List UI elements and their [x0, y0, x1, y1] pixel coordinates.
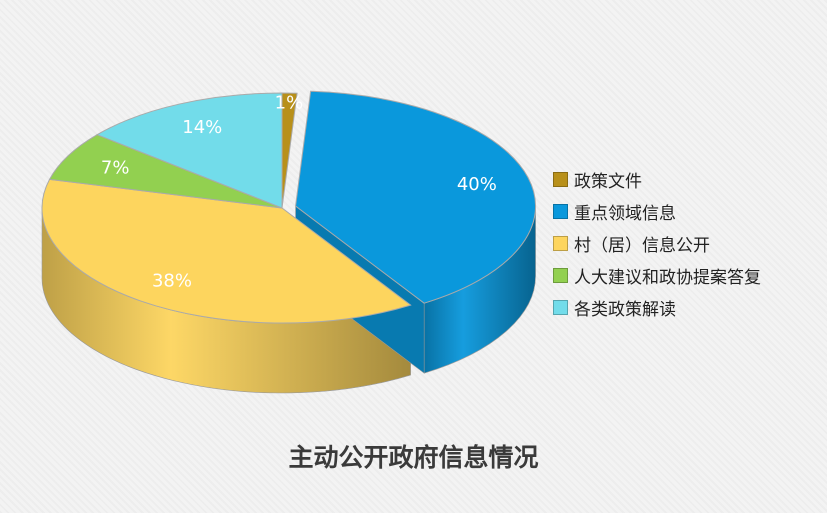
legend: 政策文件 重点领域信息 村（居）信息公开 人大建议和政协提案答复 各类政策解读 — [553, 163, 761, 323]
data-label-4: 7% — [101, 157, 130, 178]
data-label-2: 40% — [457, 174, 497, 195]
legend-swatch-1 — [553, 171, 568, 187]
legend-swatch-5 — [553, 299, 568, 315]
data-label-5: 14% — [182, 117, 222, 138]
legend-label-1: 政策文件 — [574, 171, 642, 192]
pie-slice-2 — [295, 90, 537, 304]
legend-item-4: 人大建议和政协提案答复 — [553, 259, 761, 291]
legend-item-3: 村（居）信息公开 — [553, 227, 761, 259]
legend-label-4: 人大建议和政协提案答复 — [574, 267, 761, 288]
data-label-3: 38% — [152, 271, 192, 292]
legend-swatch-3 — [553, 235, 568, 251]
legend-item-2: 重点领域信息 — [553, 195, 761, 227]
legend-swatch-2 — [553, 203, 568, 219]
pie-slice-5 — [95, 92, 283, 209]
legend-label-3: 村（居）信息公开 — [574, 235, 710, 256]
data-label-1: 1% — [275, 92, 304, 113]
legend-label-2: 重点领域信息 — [574, 203, 676, 224]
legend-item-5: 各类政策解读 — [553, 291, 761, 323]
legend-label-5: 各类政策解读 — [574, 299, 676, 320]
legend-swatch-4 — [553, 267, 568, 283]
chart-title: 主动公开政府信息情况 — [288, 443, 539, 472]
legend-item-1: 政策文件 — [553, 163, 761, 195]
pie-slice-4 — [48, 134, 283, 209]
pie-slice-3 — [41, 178, 412, 324]
